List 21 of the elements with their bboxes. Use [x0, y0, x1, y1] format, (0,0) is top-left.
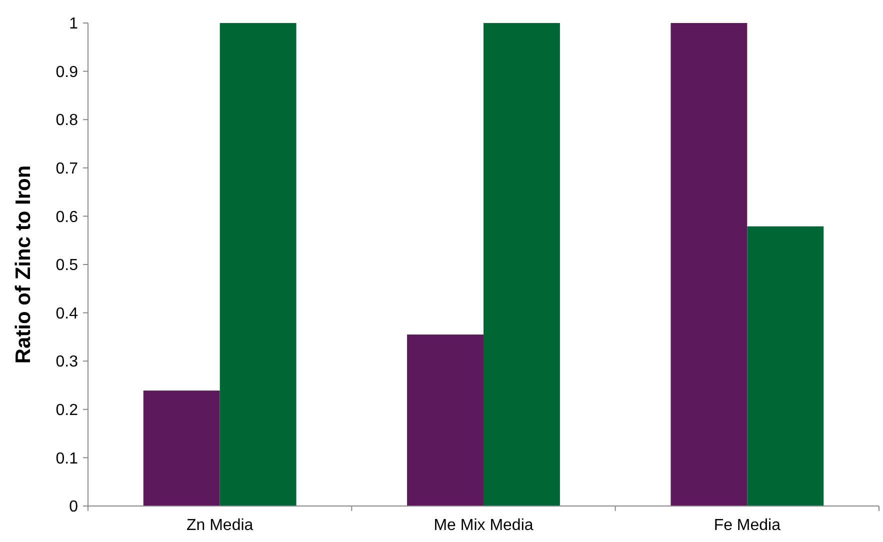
- y-tick-label: 0.8: [56, 112, 78, 130]
- x-tick-label: Me Mix Media: [434, 517, 534, 534]
- y-tick-label: 0.3: [56, 354, 78, 371]
- y-tick-label: 0: [69, 498, 78, 516]
- bar: [143, 390, 220, 506]
- bar: [220, 23, 296, 506]
- y-tick-label: 0.4: [56, 305, 78, 322]
- y-tick-label: 0.1: [56, 450, 78, 468]
- bar: [747, 226, 824, 506]
- bar: [407, 334, 484, 506]
- y-tick-label: 0.9: [56, 64, 78, 81]
- y-tick-label: 0.7: [56, 160, 78, 178]
- y-axis-title: Ratio of Zinc to Iron: [12, 165, 35, 364]
- y-tick-label: 0.6: [56, 208, 78, 226]
- y-tick-label: 0.5: [56, 257, 78, 274]
- bar: [484, 23, 560, 506]
- y-tick-label: 0.2: [56, 402, 78, 419]
- x-tick-label: Zn Media: [186, 517, 254, 534]
- y-tick-label: 1: [69, 16, 78, 33]
- x-tick-label: Fe Media: [714, 517, 781, 534]
- bar: [670, 23, 748, 506]
